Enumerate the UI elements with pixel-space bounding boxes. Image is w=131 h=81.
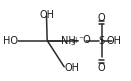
- Text: ⁻O: ⁻O: [78, 35, 91, 45]
- Text: OH: OH: [39, 10, 54, 20]
- Text: OH: OH: [107, 35, 122, 46]
- Text: O: O: [98, 13, 105, 23]
- Text: NH: NH: [61, 36, 76, 46]
- Text: O: O: [98, 63, 105, 73]
- Text: HO: HO: [3, 35, 18, 46]
- Text: +: +: [72, 36, 79, 45]
- Text: S: S: [99, 35, 105, 46]
- Text: OH: OH: [65, 63, 80, 73]
- Text: 3: 3: [70, 40, 75, 46]
